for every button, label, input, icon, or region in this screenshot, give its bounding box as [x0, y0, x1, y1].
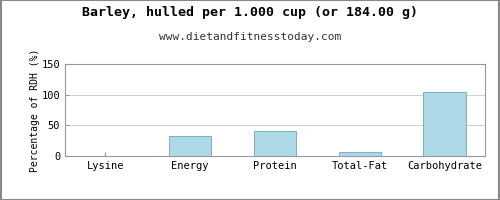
Bar: [424, 92, 466, 156]
Text: www.dietandfitnesstoday.com: www.dietandfitnesstoday.com: [159, 32, 341, 42]
Text: Barley, hulled per 1.000 cup (or 184.00 g): Barley, hulled per 1.000 cup (or 184.00 …: [82, 6, 418, 19]
Bar: [169, 136, 212, 156]
Bar: [254, 131, 296, 156]
Y-axis label: Percentage of RDH (%): Percentage of RDH (%): [30, 48, 40, 172]
Bar: [338, 152, 381, 156]
